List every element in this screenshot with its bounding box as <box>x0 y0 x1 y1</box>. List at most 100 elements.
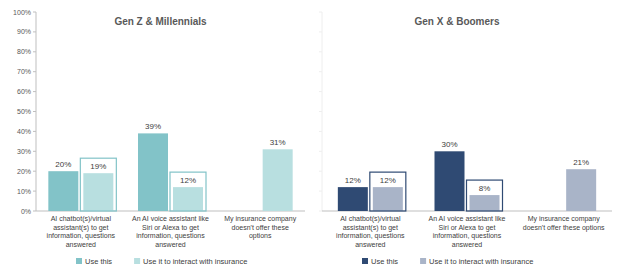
highlight-box <box>170 172 206 211</box>
category-label-line: information, questions <box>136 232 205 240</box>
y-tick-label: 50% <box>17 108 31 115</box>
bar <box>470 195 500 211</box>
chart-root: 0% 10% 20% 30% 40% 50% 60% 70% 80% 90% 100% Gen Z &… <box>0 0 620 274</box>
bar <box>173 187 203 211</box>
category-label-line: An AI voice assistant like <box>132 215 209 222</box>
panel: Gen X & Boomers 12% 30% 12% 8% 21% AI chatbot(… <box>319 12 612 266</box>
data-label: 39% <box>145 122 161 131</box>
legend-label: Use it to interact with insurance <box>429 257 533 266</box>
category-label: AI chatbot(s)/virtualassistant(s) to get… <box>336 215 405 248</box>
highlight-box <box>370 172 406 211</box>
category-label-line: answered <box>355 241 385 248</box>
category-label-line: answered <box>452 241 482 248</box>
y-tick-label: 70% <box>17 68 31 75</box>
data-label: 31% <box>270 138 286 147</box>
y-tick <box>33 91 36 92</box>
y-tick <box>319 131 322 132</box>
bar <box>83 173 113 211</box>
category-label-line: answered <box>155 241 185 248</box>
data-label: 8% <box>479 184 491 193</box>
category-label: My insurance companydoesn't offer theseo… <box>224 215 296 240</box>
y-tick <box>319 211 322 212</box>
y-tick <box>33 51 36 52</box>
bar <box>338 187 368 211</box>
legend-label: Use this <box>371 257 398 266</box>
y-tick <box>33 31 36 32</box>
y-tick-label: 80% <box>17 48 31 55</box>
bars <box>338 151 596 211</box>
y-tick-label: 10% <box>17 188 31 195</box>
bar <box>373 187 403 211</box>
data-labels: 20% 39% 19% 12% 31% <box>55 122 285 211</box>
y-tick <box>33 151 36 152</box>
y-tick-label: 90% <box>17 28 31 35</box>
category-label-line: AI chatbot(s)/virtual <box>51 215 112 223</box>
data-label: 12% <box>345 176 361 185</box>
category-label-line: options <box>249 232 272 240</box>
category-label-line: AI chatbot(s)/virtual <box>340 215 401 223</box>
legend-label: Use this <box>85 257 112 266</box>
bar <box>48 171 78 211</box>
legend: Use this Use it to interact with insuranc… <box>76 257 247 266</box>
y-tick <box>319 111 322 112</box>
category-label-line: doesn't offer these <box>232 224 289 231</box>
category-label-line: An AI voice assistant like <box>428 215 505 222</box>
legend: Use this Use it to interact with insuranc… <box>362 257 533 266</box>
y-tick-label: 100% <box>13 9 31 16</box>
category-label-line: information, questions <box>336 232 405 240</box>
data-label: 21% <box>573 158 589 167</box>
legend-swatch <box>76 258 82 264</box>
category-label: An AI voice assistant like Siri or Alexa … <box>428 215 505 248</box>
legend-swatch <box>420 258 426 264</box>
y-tick <box>319 171 322 172</box>
category-label-line: My insurance company <box>224 215 296 223</box>
category-label-line: Siri or Alexa to get <box>439 224 496 232</box>
chart-svg: 0% 10% 20% 30% 40% 50% 60% 70% 80% 90% 100% Gen Z &… <box>0 0 620 274</box>
bar <box>566 169 596 211</box>
highlight-box <box>467 180 503 211</box>
category-label: My insurance companydoesn't offer these … <box>523 215 605 232</box>
y-tick-label: 60% <box>17 88 31 95</box>
data-label: 12% <box>380 176 396 185</box>
y-tick <box>33 171 36 172</box>
category-label-line: information, questions <box>433 232 502 240</box>
data-label: 12% <box>180 176 196 185</box>
title: Gen Z & Millennials <box>114 16 207 27</box>
y-tick <box>319 31 322 32</box>
y-tick <box>33 111 36 112</box>
y-tick <box>319 71 322 72</box>
category-label: An AI voice assistant likeSiri or Alexa … <box>132 215 209 248</box>
y-tick <box>33 12 36 13</box>
legend-swatch <box>362 258 368 264</box>
bar <box>138 133 168 211</box>
category-label-line: assistant(s) to get <box>53 224 108 232</box>
bar <box>263 149 293 211</box>
category-label-line: doesn't offer these options <box>523 224 605 232</box>
data-label: 20% <box>55 160 71 169</box>
data-label: 30% <box>441 140 457 149</box>
y-tick <box>33 131 36 132</box>
panel: 0%10%20%30%40%50%60%70%80%90%100%Gen Z &… <box>13 9 305 267</box>
category-label: AI chatbot(s)/virtualassistant(s) to get… <box>47 215 116 248</box>
y-tick <box>33 71 36 72</box>
y-tick <box>319 51 322 52</box>
y-tick-label: 0% <box>21 208 31 215</box>
y-tick <box>319 151 322 152</box>
bars <box>48 133 292 211</box>
legend-label: Use it to interact with insurance <box>143 257 247 266</box>
data-label: 19% <box>90 162 106 171</box>
y-tick <box>319 191 322 192</box>
y-tick <box>319 91 322 92</box>
title: Gen X & Boomers <box>414 16 499 27</box>
category-label-line: information, questions <box>47 232 116 240</box>
y-tick-label: 40% <box>17 128 31 135</box>
y-tick <box>319 12 322 13</box>
highlight-box <box>80 158 116 211</box>
category-label-line: My insurance company <box>528 215 600 223</box>
category-label-line: assistant(s) to get <box>343 224 398 232</box>
y-tick <box>33 191 36 192</box>
legend-swatch <box>134 258 140 264</box>
data-labels: 12% 30% 12% 8% 21% <box>345 140 589 211</box>
y-tick <box>33 211 36 212</box>
bar <box>435 151 465 211</box>
